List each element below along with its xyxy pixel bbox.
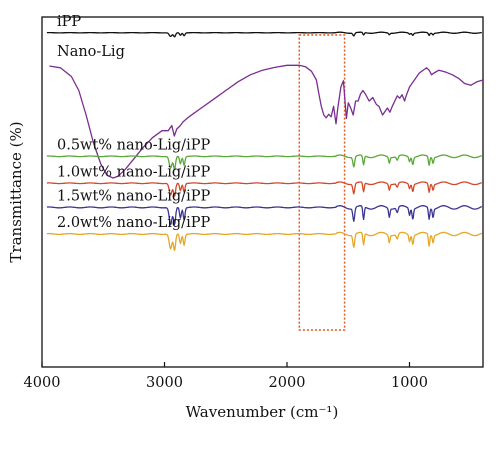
series-label-2: Nano-Lig [57, 44, 125, 60]
trace-labels-group: iPP Nano-Lig 0.5wt% nano-Lig/iPP 1.0wt% nan… [57, 14, 210, 231]
x-tick-label-2: 3000 [146, 375, 183, 391]
series-line-3 [46, 154, 483, 170]
x-axis-label: Wavenumber (cm⁻¹) [186, 403, 339, 421]
series-label-1: iPP [57, 14, 81, 30]
x-axis-ticks: 4000 3000 2000 1000 [24, 362, 428, 391]
series-label-4: 1.0wt% nano-Lig/iPP [57, 164, 210, 180]
series-line-1 [46, 31, 482, 38]
y-axis-label: Transmittance (%) [7, 121, 25, 262]
series-line-6 [46, 231, 483, 252]
series-label-3: 0.5wt% nano-Lig/iPP [57, 137, 210, 153]
series-label-5: 1.5wt% nano-Lig/iPP [57, 188, 210, 204]
series-line-2 [49, 64, 484, 179]
spectra-group [46, 31, 484, 252]
series-line-5 [46, 205, 483, 226]
series-label-6: 2.0wt% nano-Lig/iPP [57, 215, 210, 231]
plot-frame [41, 16, 484, 368]
series-line-4 [46, 181, 483, 197]
x-tick-label-4: 1000 [391, 375, 428, 391]
x-tick-label-3: 2000 [269, 375, 306, 391]
x-tick-label-1: 4000 [24, 375, 61, 391]
